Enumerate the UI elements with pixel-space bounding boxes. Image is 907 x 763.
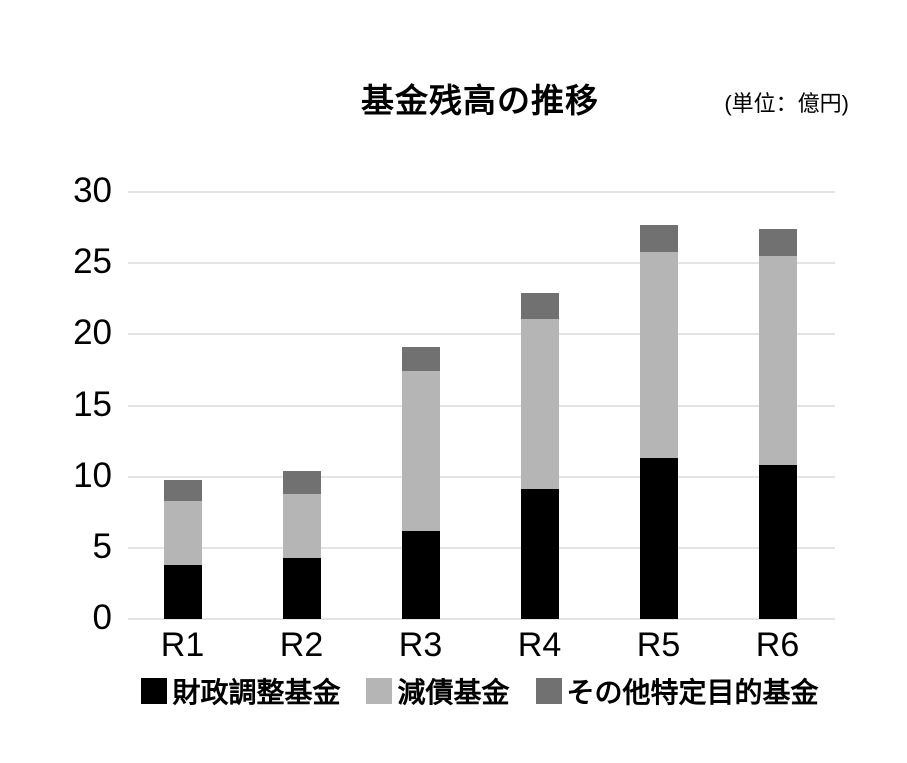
bar-R1-segment-減債基金 [163,500,202,565]
x-axis: R1 R2 R3 R4 R5 R6 [123,626,837,664]
legend-label: 財政調整基金 [172,677,341,708]
bar-R6-segment-その他特定目的基金 [758,229,797,257]
gridline-20 [128,333,835,336]
gridline-25 [128,262,835,265]
y-tick-label-10: 10 [73,455,112,495]
legend-item-1: 財政調整基金 [141,671,340,711]
x-tick-label-R1: R1 [160,626,205,664]
legend-swatch-icon [141,678,168,704]
chart-title: 基金残高の推移 [361,82,599,119]
gridline-0 [128,618,835,620]
y-tick-label-0: 0 [92,598,112,638]
bar-R6-segment-減債基金 [758,256,797,466]
bar-R1-segment-その他特定目的基金 [163,479,202,501]
bar-R3-segment-財政調整基金 [401,530,440,619]
gridline-30 [128,191,835,193]
x-tick-label-R2: R2 [279,626,324,664]
bar-R6-segment-財政調整基金 [758,465,797,619]
bar-R3-segment-その他特定目的基金 [401,347,440,372]
legend-label: 減債基金 [397,677,510,708]
bar-R2-segment-財政調整基金 [282,557,321,619]
y-tick-label-15: 15 [73,384,112,424]
bar-R2-segment-減債基金 [282,493,321,558]
legend-swatch-icon [366,678,393,704]
bar-R1-segment-財政調整基金 [163,564,202,619]
legend-swatch-icon [535,678,562,704]
gridline-10 [128,475,835,478]
bar-R5-segment-減債基金 [639,251,678,459]
legend-item-3: その他特定目的基金 [535,671,819,711]
y-tick-label-25: 25 [73,242,112,282]
gridline-15 [128,404,835,407]
bar-R2-segment-その他特定目的基金 [282,470,321,494]
legend-label: その他特定目的基金 [566,677,819,708]
x-tick-label-R3: R3 [398,626,443,664]
bar-R4-segment-減債基金 [520,318,559,490]
bar-R5-segment-財政調整基金 [639,458,678,619]
y-axis: 0 5 10 15 20 25 30 [30,0,112,763]
x-tick-label-R6: R6 [755,626,800,664]
chart-unit-label: (単位：億円) [724,91,849,116]
gridline-5 [128,546,835,549]
x-tick-label-R4: R4 [517,626,562,664]
bar-R5-segment-その他特定目的基金 [639,224,678,252]
x-tick-label-R5: R5 [636,626,681,664]
y-tick-label-5: 5 [92,527,112,567]
bar-R3-segment-減債基金 [401,371,440,531]
bar-R4-segment-財政調整基金 [520,489,559,619]
y-tick-label-20: 20 [73,313,112,353]
plot-area [123,191,837,620]
y-tick-label-30: 30 [73,171,112,211]
legend-item-2: 減債基金 [366,671,510,711]
bar-R4-segment-その他特定目的基金 [520,293,559,319]
legend: 財政調整基金 減債基金 その他特定目的基金 [123,671,837,711]
